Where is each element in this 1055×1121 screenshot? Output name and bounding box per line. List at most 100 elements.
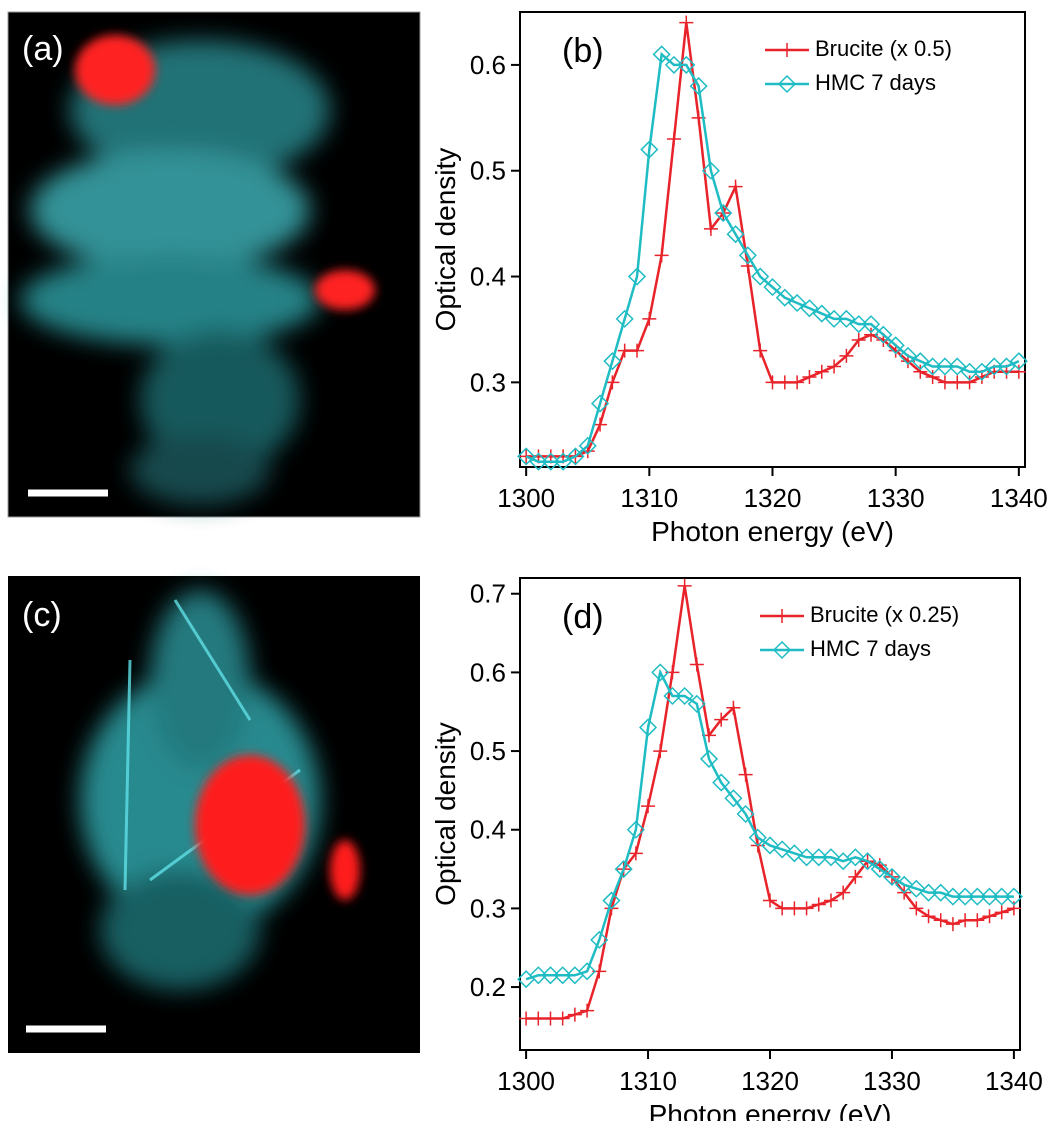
data-marker [703,221,718,236]
legend-label: Brucite (x 0.25) [810,602,959,627]
x-tick-label: 1340 [985,1066,1043,1096]
data-marker [541,452,560,471]
data-marker [541,966,560,985]
data-marker [787,901,802,916]
data-marker [736,804,755,824]
data-marker [956,887,975,906]
data-marker [677,55,696,74]
data-marker [740,258,755,273]
data-marker [529,452,548,471]
data-marker [827,359,842,374]
data-marker [578,436,597,455]
data-marker [651,663,670,682]
legend-label: Brucite (x 0.5) [815,36,952,61]
panel-annotation: (d) [562,598,604,636]
y-tick-label: 0.3 [470,367,506,397]
data-marker [836,885,851,900]
x-tick-label: 1340 [990,483,1048,513]
data-marker [1009,352,1028,371]
data-marker [712,773,731,792]
data-marker [898,346,918,365]
data-marker [726,700,741,715]
data-marker [689,77,708,96]
legend-label: HMC 7 days [815,70,936,95]
legend-marker [777,74,797,94]
data-marker [567,1007,582,1022]
y-tick-label: 0.3 [470,893,506,923]
data-marker [851,333,866,348]
data-marker [738,767,753,782]
x-tick-label: 1300 [497,483,555,513]
data-marker [960,362,979,381]
data-marker [591,394,610,413]
data-marker [992,887,1011,906]
data-marker [812,304,831,323]
data-marker [777,375,792,390]
data-marker [846,848,865,867]
y-tick-label: 0.4 [470,815,506,845]
data-marker [543,1011,558,1026]
data-marker [823,893,838,908]
x-axis-label: Photon energy (eV) [651,516,894,547]
data-marker [785,844,804,863]
data-marker [578,962,597,981]
y-axis-label: Optical density [430,722,461,906]
legend-marker [772,640,792,660]
line-chart: 1300 1310 1320 1330 1340 0.2 0.3 0.4 0.5 0.6 0.7 Ph… [430,577,1043,1121]
data-marker [566,447,585,466]
data-marker [763,893,777,908]
data-marker [724,789,743,808]
data-marker [554,452,573,471]
data-marker [663,686,682,706]
data-marker [814,364,829,379]
data-marker [614,860,633,879]
data-marker [799,901,814,916]
data-marker [605,375,620,390]
series-line [525,668,1014,981]
data-marker [593,417,608,432]
data-marker [968,887,987,906]
data-marker [760,836,780,855]
data-marker [839,348,854,363]
x-tick-label: 1310 [620,483,678,513]
x-axis-label: Photon energy (eV) [649,1099,892,1121]
data-marker [950,375,965,390]
data-marker [626,820,645,839]
data-marker [788,293,807,313]
legend-marker [780,43,794,57]
data-marker [948,357,967,376]
line-chart: 1300 1310 1320 1330 1340 0.3 0.4 0.5 0.6 Photon e… [430,11,1048,547]
data-marker [913,364,928,379]
data-marker [603,352,622,371]
data-marker [931,883,950,902]
x-tick-label: 1310 [619,1066,677,1096]
data-marker [849,315,868,334]
data-marker [800,299,819,318]
series-line [525,51,1020,463]
data-marker [962,375,977,390]
data-marker [615,309,634,328]
data-marker [858,852,877,871]
y-tick-label: 0.5 [470,156,506,186]
data-marker [714,712,729,727]
data-marker [738,246,757,265]
data-marker [617,343,632,358]
data-marker [689,657,704,672]
data-marker [640,140,659,159]
data-marker [982,909,997,924]
data-marker [837,309,856,328]
data-marker [972,362,991,381]
x-tick-label: 1330 [867,483,925,513]
data-marker [1011,364,1026,379]
data-marker [980,887,999,906]
data-marker [590,930,609,949]
micrograph-a: (a) [7,11,421,518]
data-marker [809,848,828,867]
data-marker [652,45,671,64]
data-marker [628,846,643,861]
data-marker [882,867,902,886]
data-marker [630,343,645,358]
data-marker [886,336,905,355]
data-marker [763,278,782,297]
